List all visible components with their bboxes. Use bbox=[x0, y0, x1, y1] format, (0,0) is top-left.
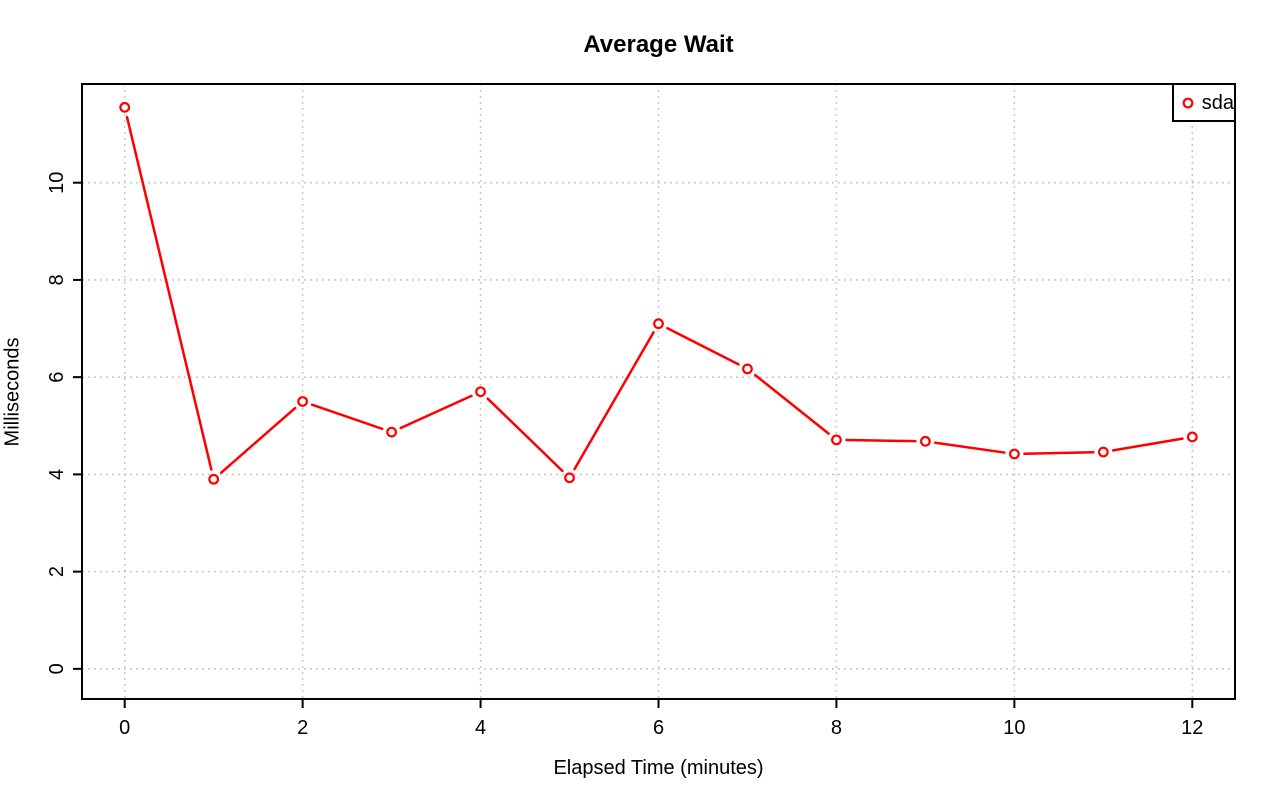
series-line-segment bbox=[934, 441, 1006, 454]
data-point-marker bbox=[831, 434, 842, 446]
legend-series-label: sda bbox=[1201, 91, 1234, 114]
x-axis-tick-label: 12 bbox=[1181, 717, 1203, 739]
series-line-segment bbox=[1023, 450, 1095, 456]
x-axis-title: Elapsed Time (minutes) bbox=[553, 757, 764, 779]
series-line-segment bbox=[666, 326, 740, 366]
series-line-segment bbox=[399, 394, 473, 430]
series-line-segment bbox=[486, 397, 564, 473]
series-line-segment bbox=[125, 115, 213, 471]
legend: sda bbox=[1172, 83, 1236, 122]
data-point-marker bbox=[1008, 448, 1020, 460]
series-line-segment bbox=[1111, 437, 1184, 452]
data-point-marker bbox=[1097, 446, 1109, 458]
data-point-marker bbox=[386, 426, 398, 438]
data-point-marker bbox=[742, 363, 753, 375]
series-line-segment bbox=[845, 438, 917, 443]
chart-title: Average Wait bbox=[583, 31, 734, 58]
x-axis-tick-label: 10 bbox=[1003, 717, 1025, 739]
series-line-segment bbox=[310, 403, 384, 431]
data-point-marker bbox=[475, 386, 486, 398]
x-axis-tick-label: 0 bbox=[119, 717, 130, 739]
legend-marker-icon bbox=[1182, 97, 1194, 108]
data-point-marker bbox=[564, 472, 575, 484]
x-axis-tick-label: 4 bbox=[475, 717, 486, 739]
series-line-segment bbox=[573, 331, 655, 471]
y-axis-tick-label: 4 bbox=[46, 469, 68, 480]
x-axis-tick-label: 6 bbox=[653, 717, 664, 739]
plot-border bbox=[81, 83, 1236, 700]
x-axis-tick-label: 8 bbox=[831, 717, 842, 739]
y-axis-tick-label: 2 bbox=[46, 566, 68, 577]
y-axis-tick-label: 0 bbox=[46, 663, 68, 674]
data-point-marker bbox=[653, 318, 664, 330]
series-line-segment bbox=[754, 373, 830, 435]
x-axis-tick-label: 2 bbox=[297, 717, 308, 739]
data-point-marker bbox=[297, 396, 309, 407]
series-line-segment bbox=[219, 406, 297, 474]
data-point-marker bbox=[919, 435, 931, 447]
data-point-marker bbox=[208, 473, 220, 485]
y-axis-tick-label: 6 bbox=[46, 372, 68, 383]
y-axis-tick-label: 8 bbox=[46, 274, 68, 285]
data-point-marker bbox=[119, 101, 131, 113]
data-point-marker bbox=[1186, 431, 1198, 443]
y-axis-tick-label: 10 bbox=[46, 172, 68, 194]
